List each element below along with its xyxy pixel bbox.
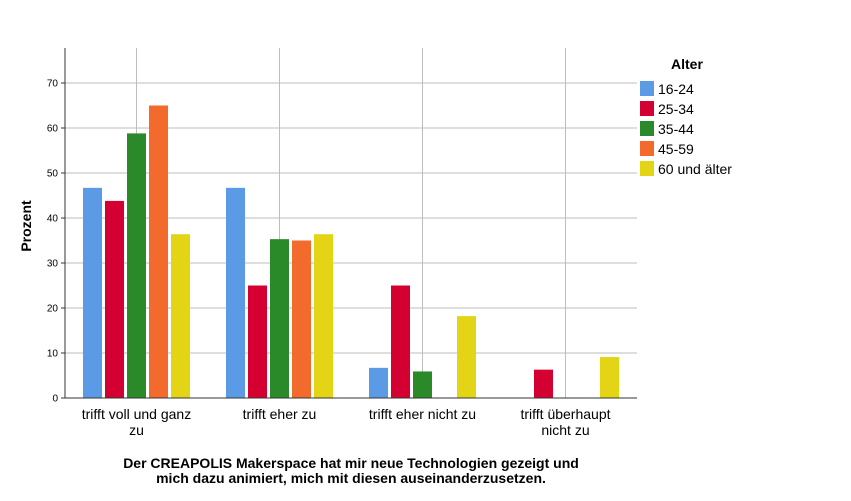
bar-25-34: [248, 285, 267, 398]
x-category-label: trifft voll und ganz: [82, 406, 191, 422]
legend-label: 16-24: [658, 81, 694, 97]
bar-35-44: [413, 371, 432, 398]
bar-60-und-älter: [171, 234, 190, 398]
legend-swatch: [640, 101, 654, 116]
bar-25-34: [105, 200, 124, 398]
axes: [61, 48, 637, 399]
legend-label: 60 und älter: [658, 161, 732, 177]
bar-25-34: [534, 369, 553, 398]
x-category-label: trifft eher nicht zu: [369, 406, 476, 422]
x-axis-title: Der CREAPOLIS Makerspace hat mir neue Te…: [123, 455, 579, 486]
y-tick-label: 40: [47, 214, 59, 225]
x-category-label: trifft überhaupt: [520, 406, 610, 422]
y-tick-label: 10: [47, 349, 59, 360]
bar-60-und-älter: [457, 316, 476, 398]
x-category-label: zu: [129, 422, 144, 438]
y-tick-label: 20: [47, 304, 59, 315]
bar-45-59: [149, 105, 168, 398]
bar-16-24: [369, 367, 388, 398]
bar-45-59: [292, 240, 311, 398]
legend-label: 25-34: [658, 101, 694, 117]
bar-35-44: [127, 133, 146, 398]
y-tick-label: 30: [47, 259, 59, 270]
legend-swatch: [640, 81, 654, 96]
bars: [83, 105, 619, 398]
y-tick-labels: 0 10 20 30 40 50 60 70: [47, 79, 59, 405]
x-category-label: trifft eher zu: [243, 406, 317, 422]
bar-25-34: [391, 285, 410, 398]
legend-swatch: [640, 121, 654, 136]
x-category-label: nicht zu: [541, 422, 589, 438]
y-tick-label: 0: [52, 394, 58, 405]
legend: Alter 16-24 25-34 35-44 45-59 60 und älter: [640, 56, 732, 177]
bar-60-und-älter: [600, 357, 619, 398]
y-tick-label: 60: [47, 124, 59, 135]
legend-swatch: [640, 141, 654, 156]
bar-35-44: [270, 239, 289, 398]
legend-label: 45-59: [658, 141, 694, 157]
y-tick-label: 50: [47, 169, 59, 180]
bar-16-24: [83, 187, 102, 398]
x-axis-title-line: Der CREAPOLIS Makerspace hat mir neue Te…: [123, 455, 579, 471]
bar-16-24: [226, 187, 245, 398]
legend-title: Alter: [671, 56, 703, 72]
y-tick-label: 70: [47, 79, 59, 90]
legend-swatch: [640, 161, 654, 176]
x-axis-title-line: mich dazu animiert, mich mit diesen ause…: [156, 470, 546, 486]
bar-60-und-älter: [314, 234, 333, 398]
legend-label: 35-44: [658, 121, 694, 137]
y-axis-title: Prozent: [18, 200, 34, 252]
